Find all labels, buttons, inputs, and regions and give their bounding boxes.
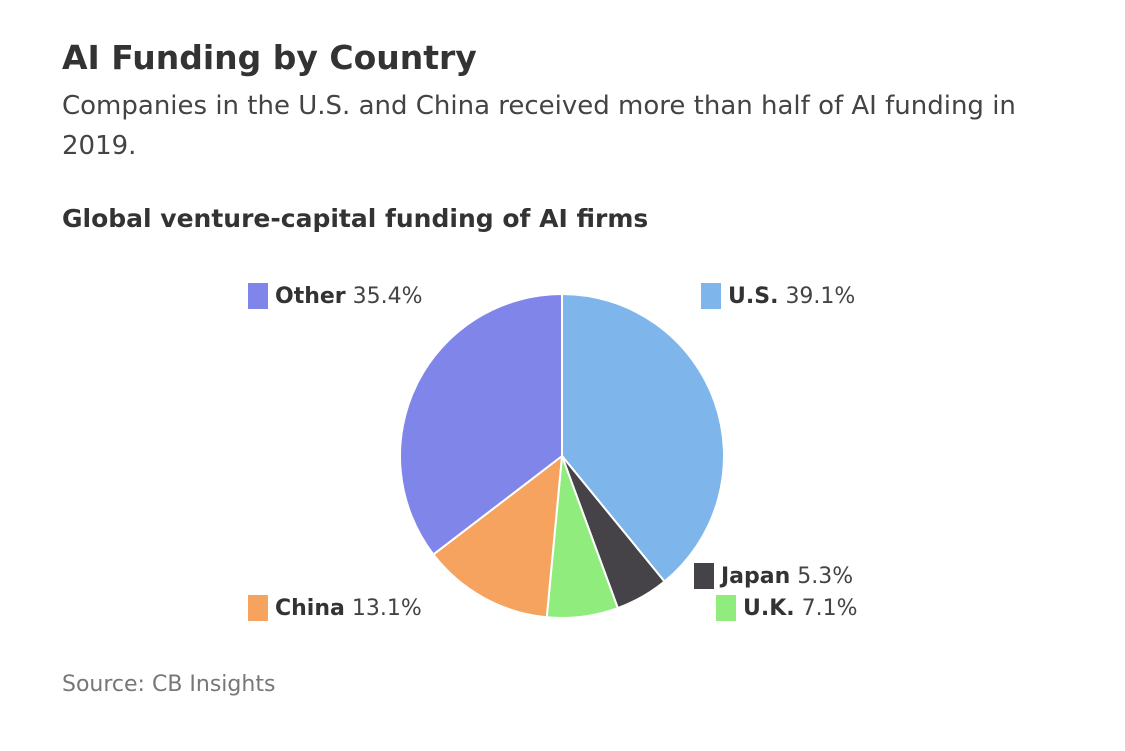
legend-item-uk: U.K. 7.1%: [716, 595, 858, 621]
legend-item-us: U.S. 39.1%: [701, 283, 855, 309]
legend-value: 13.1%: [351, 595, 422, 621]
legend-label: Japan: [721, 563, 791, 589]
legend-item-japan: Japan 5.3%: [694, 563, 853, 589]
pie-slices: [399, 293, 725, 619]
legend-value: 7.1%: [801, 595, 858, 621]
legend-label: Other: [275, 283, 346, 309]
legend-label: China: [275, 595, 345, 621]
legend-swatch: [694, 563, 714, 589]
legend-swatch: [248, 283, 268, 309]
pie-slice-other: [399, 293, 563, 556]
chart-heading: Global venture-capital funding of AI fir…: [62, 204, 649, 233]
chart-title: AI Funding by Country: [62, 38, 477, 77]
legend-value: 5.3%: [797, 563, 854, 589]
chart-subtitle: Companies in the U.S. and China received…: [62, 91, 1016, 161]
pie-slice-china: [432, 455, 563, 619]
legend-label: U.S.: [728, 283, 779, 309]
pie-slice-u-s: [561, 293, 725, 583]
legend-value: 39.1%: [785, 283, 856, 309]
legend-item-other: Other 35.4%: [248, 283, 423, 309]
source-note: Source: CB Insights: [62, 672, 276, 697]
legend-value: 35.4%: [352, 283, 423, 309]
legend-item-china: China 13.1%: [248, 595, 422, 621]
legend-swatch: [716, 595, 736, 621]
legend-swatch: [248, 595, 268, 621]
legend-label: U.K.: [743, 595, 795, 621]
legend-swatch: [701, 283, 721, 309]
